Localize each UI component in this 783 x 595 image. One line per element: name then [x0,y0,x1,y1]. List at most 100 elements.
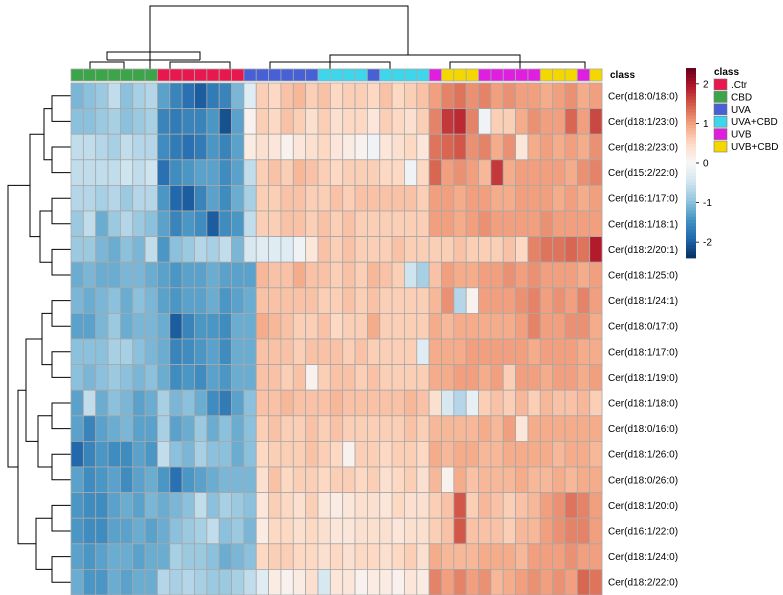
heatmap-cell [120,415,134,442]
heatmap-cell [280,261,294,289]
row-label: Cer(d18:1/20:0) [608,501,678,512]
heatmap-cell [292,184,307,212]
heatmap-cell [527,389,541,417]
heatmap-cell [502,338,517,366]
heatmap-cell [589,364,603,391]
column-dendrogram-branch [269,61,586,69]
heatmap-cell [292,517,307,545]
heatmap-cell [107,415,121,442]
colorbar-segment [686,153,696,158]
heatmap-cell [515,492,529,519]
heatmap-cell [107,517,121,545]
row-label: Cer(d18:1/24:0) [608,552,678,563]
heatmap-cell [502,184,517,212]
heatmap-cell [144,415,158,442]
heatmap-cell [231,517,245,545]
heatmap-cell [144,569,158,595]
heatmap-cell [564,184,578,212]
heatmap-cell [379,210,393,238]
heatmap-cell [120,492,134,519]
heatmap-cell [465,569,479,595]
heatmap-cell [329,466,344,494]
heatmap-cell [441,415,455,442]
heatmap-cell [576,261,591,289]
heatmap-cell [231,210,245,238]
heatmap-cell [366,543,381,570]
heatmap-cell [243,569,257,595]
heatmap-cells [70,82,603,595]
heatmap-cell [552,210,566,238]
heatmap-cell [441,82,455,110]
heatmap-cell [576,312,591,340]
heatmap-cell [95,312,109,340]
heatmap-cell [70,210,84,238]
heatmap-cell [181,338,195,366]
heatmap-cell [379,287,393,314]
heatmap-cell [206,236,220,263]
heatmap-cell [539,389,554,417]
heatmap-cell [317,466,331,494]
heatmap-cell [218,440,232,468]
heatmap-cell [416,492,430,519]
heatmap-cell [441,261,455,289]
heatmap-cell [552,440,566,468]
heatmap-cell [120,133,134,161]
heatmap-cell [329,184,344,212]
heatmap-cell [120,210,134,238]
heatmap-cell [478,210,492,238]
class-cell [404,68,418,82]
class-cell [552,68,566,82]
heatmap-cell [539,236,554,263]
row-label: Cer(d18:1/23:0) [608,117,678,128]
heatmap-cell [428,338,442,366]
colorbar-segment [686,112,696,116]
heatmap-cell [144,492,158,519]
row-label: Cer(d18:1/24:1) [608,296,678,307]
heatmap-cell [453,389,467,417]
heatmap-cell [453,415,467,442]
heatmap-cell [539,184,554,212]
heatmap-cell [194,82,208,110]
row-dendrogram-branch [51,146,71,174]
heatmap-cell [243,159,257,186]
heatmap-cell [515,82,529,110]
heatmap-cell [527,415,541,442]
legend-swatch [713,78,728,91]
heatmap-cell [95,261,109,289]
heatmap-cell [342,569,356,595]
heatmap-cell [379,440,393,468]
heatmap-cell [404,133,418,161]
heatmap-cell [231,492,245,519]
heatmap-cell [552,338,566,366]
heatmap-cell [292,466,307,494]
heatmap-cell [144,82,158,110]
heatmap-cell [144,236,158,263]
colorbar-segment [686,245,696,249]
heatmap-cell [589,389,603,417]
heatmap-cell [206,287,220,314]
heatmap-cell [589,543,603,570]
heatmap-cell [404,389,418,417]
heatmap-cell [490,312,504,340]
heatmap-cell [317,440,331,468]
heatmap-cell [157,492,171,519]
heatmap-cell [292,338,307,366]
heatmap-cell [478,184,492,212]
heatmap-cell [404,492,418,519]
heatmap-cell [428,287,442,314]
heatmap-cell [82,440,97,468]
heatmap-cell [181,159,195,186]
colorbar-segment [686,166,696,170]
heatmap-cell [194,389,208,417]
heatmap-cell [305,261,319,289]
colorbar-segment [686,175,696,180]
heatmap-cell [379,82,393,110]
heatmap-cell [181,466,195,494]
heatmap-cell [453,287,467,314]
heatmap-cell [169,82,183,110]
heatmap-cell [82,466,97,494]
heatmap-cell [342,492,356,519]
heatmap-cell [206,210,220,238]
heatmap-cell [157,159,171,186]
